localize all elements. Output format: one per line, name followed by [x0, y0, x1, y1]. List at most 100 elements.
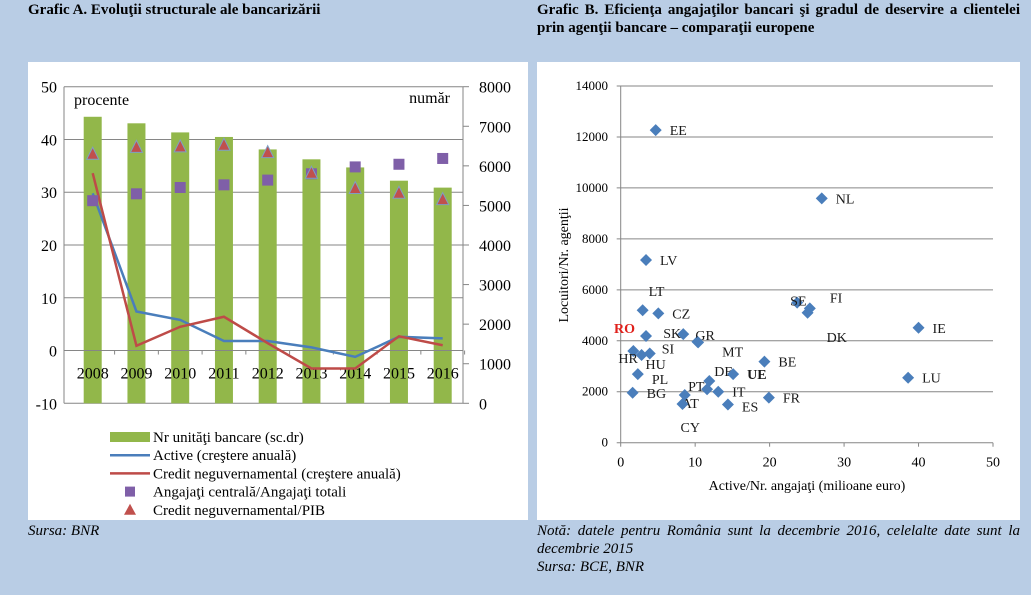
- point-at: [678, 389, 691, 402]
- point-si: [643, 347, 656, 360]
- category-label: 2011: [208, 366, 239, 383]
- y-tick-label: 2000: [582, 384, 608, 399]
- point-ie: [912, 321, 925, 334]
- point-label: LV: [660, 254, 677, 269]
- point-label: IT: [732, 386, 746, 401]
- right-unit-label: număr: [409, 90, 451, 107]
- chart-b-panel: [537, 62, 1020, 520]
- point-label: PL: [652, 373, 668, 388]
- legend-swatch-bar: [110, 432, 150, 442]
- point-label: SE: [790, 295, 806, 310]
- point-hr: [627, 344, 640, 357]
- point-label: BE: [778, 356, 796, 371]
- square-angajati: [349, 161, 361, 173]
- left-tick-label: 0: [49, 344, 57, 361]
- category-label: 2016: [427, 366, 459, 383]
- point-label: DK: [827, 331, 847, 346]
- right-tick-label: 1000: [479, 357, 511, 374]
- point-label: BG: [647, 387, 666, 402]
- category-label: 2012: [252, 366, 284, 383]
- left-tick-label: 10: [41, 291, 57, 308]
- category-label: 2013: [295, 366, 327, 383]
- point-lv: [640, 254, 653, 267]
- point-label: FR: [783, 392, 801, 407]
- point-mt: [692, 336, 705, 349]
- point-label: MT: [722, 345, 743, 360]
- right-tick-label: 7000: [479, 119, 511, 136]
- x-axis-label: Active/Nr. angajaţi (milioane euro): [709, 479, 906, 494]
- triangle-credit-pib: [435, 191, 450, 206]
- point-label: FI: [830, 291, 843, 306]
- point-label: LT: [649, 285, 665, 300]
- square-angajati: [87, 195, 99, 207]
- x-tick-label: 10: [688, 456, 702, 471]
- category-label: 2010: [164, 366, 196, 383]
- square-angajati: [130, 188, 142, 200]
- legend-label: Credit neguvernamental (creştere anuală): [153, 466, 401, 482]
- point-label: HR: [618, 352, 638, 367]
- point-label: CZ: [672, 307, 690, 322]
- point-be: [758, 355, 771, 368]
- point-label: EE: [670, 124, 687, 139]
- chart-b-note-text: Notă: datele pentru România sunt la dece…: [537, 523, 1020, 557]
- right-tick-label: 3000: [479, 278, 511, 295]
- point-label: PT: [688, 380, 705, 395]
- square-angajati: [393, 158, 405, 170]
- triangle-credit-pib: [85, 146, 100, 160]
- y-tick-label: 0: [602, 435, 609, 450]
- y-axis-label: Locuitori/Nr. agenţii: [557, 207, 572, 322]
- y-tick-label: 6000: [582, 282, 608, 297]
- bar-unitati: [214, 136, 233, 404]
- right-tick-label: 0: [479, 396, 487, 413]
- point-label: ES: [742, 400, 758, 415]
- point-lu: [902, 371, 915, 384]
- legend-label: Angajaţi centrală/Angajaţi totali: [153, 485, 346, 501]
- triangle-credit-pib: [260, 144, 275, 159]
- category-label: 2008: [77, 366, 109, 383]
- point-label: SI: [662, 343, 675, 358]
- bar-unitati: [346, 167, 365, 404]
- left-tick-label: 40: [41, 132, 57, 149]
- point-hu: [635, 349, 648, 362]
- y-tick-label: 4000: [582, 333, 608, 348]
- triangle-credit-pib: [173, 138, 188, 153]
- legend-swatch-triangle: [124, 503, 136, 515]
- bar-unitati: [389, 180, 408, 404]
- point-ue: [727, 368, 740, 381]
- x-tick-label: 20: [763, 456, 777, 471]
- point-label: RO: [614, 322, 635, 337]
- point-cy: [676, 397, 689, 410]
- legend-label: Credit neguvernamental/PIB: [153, 503, 325, 519]
- point-label: NL: [836, 192, 855, 207]
- triangle-credit-pib: [217, 137, 231, 151]
- left-unit-label: procente: [74, 92, 129, 109]
- triangle-credit-pib: [304, 165, 319, 179]
- line-active: [91, 192, 443, 359]
- chart-b-note: Notă: datele pentru România sunt la dece…: [537, 522, 1020, 576]
- point-ro: [640, 329, 653, 342]
- right-tick-label: 2000: [479, 317, 511, 334]
- legend-swatch-square: [125, 486, 135, 497]
- left-tick-label: 30: [41, 185, 57, 202]
- bar-unitati: [433, 187, 452, 404]
- point-se: [791, 296, 804, 309]
- legend-label: Nr unităţi bancare (sc.dr): [153, 430, 304, 446]
- chart-b-title: Grafic B. Eficienţa angajaţilor bancari …: [537, 2, 1020, 36]
- point-label: SK: [663, 327, 681, 342]
- chart-a-source: Sursa: BNR: [28, 523, 100, 539]
- bar-unitati: [171, 132, 190, 404]
- point-label: HU: [646, 358, 666, 373]
- chart-a-title: Grafic A. Evoluţii structurale ale banca…: [28, 2, 321, 18]
- category-label: 2015: [383, 366, 415, 383]
- point-nl: [815, 192, 828, 205]
- bar-unitati: [127, 123, 146, 404]
- chart-b-source: Sursa: BCE, BNR: [537, 559, 645, 575]
- right-tick-label: 8000: [479, 80, 511, 97]
- y-tick-label: 12000: [576, 129, 609, 144]
- point-es: [721, 398, 734, 411]
- triangle-credit-pib: [392, 185, 406, 199]
- line-credit: [91, 172, 443, 370]
- bar-unitati: [302, 159, 321, 404]
- triangle-credit-pib: [129, 139, 144, 153]
